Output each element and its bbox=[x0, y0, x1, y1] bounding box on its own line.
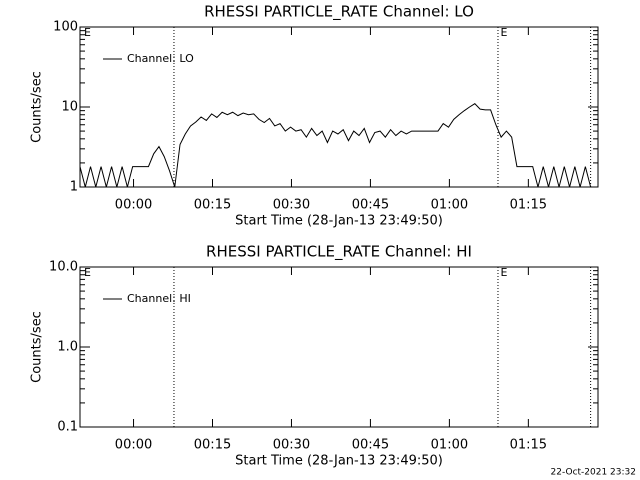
y-tick-label: 100 bbox=[53, 20, 78, 35]
x-tick-label: 00:30 bbox=[273, 198, 310, 213]
x-axis-label: Start Time (28-Jan-13 23:49:50) bbox=[235, 454, 443, 469]
footer: 22-Oct-2021 23:32 bbox=[551, 468, 636, 478]
data-line bbox=[79, 103, 592, 188]
x-tick-label: 00:00 bbox=[115, 438, 152, 453]
y-tick-label: 0.1 bbox=[57, 420, 78, 435]
x-tick-label: 00:30 bbox=[273, 438, 310, 453]
legend-label: Channel: LO bbox=[127, 52, 194, 65]
chart-title: RHESSI PARTICLE_RATE Channel: LO bbox=[204, 3, 474, 22]
x-axis-label: Start Time (28-Jan-13 23:49:50) bbox=[235, 214, 443, 229]
y-tick-label: 10.0 bbox=[49, 260, 78, 275]
x-tick-label: 01:00 bbox=[431, 198, 468, 213]
y-axis-label: Counts/sec bbox=[30, 71, 45, 143]
x-tick-label: 00:00 bbox=[115, 198, 152, 213]
x-tick-label: 00:15 bbox=[194, 198, 231, 213]
y-axis-label: Counts/sec bbox=[30, 311, 45, 383]
annotation: E bbox=[501, 26, 508, 39]
y-tick-label: 1.0 bbox=[57, 340, 78, 355]
x-tick-label: 01:00 bbox=[431, 438, 468, 453]
y-tick-label: 1 bbox=[70, 180, 78, 195]
annotation: E bbox=[84, 266, 91, 279]
y-tick-label: 10 bbox=[61, 100, 78, 115]
x-tick-label: 00:15 bbox=[194, 438, 231, 453]
chart-title: RHESSI PARTICLE_RATE Channel: HI bbox=[206, 243, 472, 262]
x-tick-label: 00:45 bbox=[352, 198, 389, 213]
annotation: E bbox=[501, 266, 508, 279]
x-tick-label: 01:15 bbox=[510, 198, 547, 213]
annotation: E bbox=[84, 26, 91, 39]
x-tick-label: 00:45 bbox=[352, 438, 389, 453]
x-tick-label: 01:15 bbox=[510, 438, 547, 453]
legend-label: Channel: HI bbox=[127, 292, 191, 305]
